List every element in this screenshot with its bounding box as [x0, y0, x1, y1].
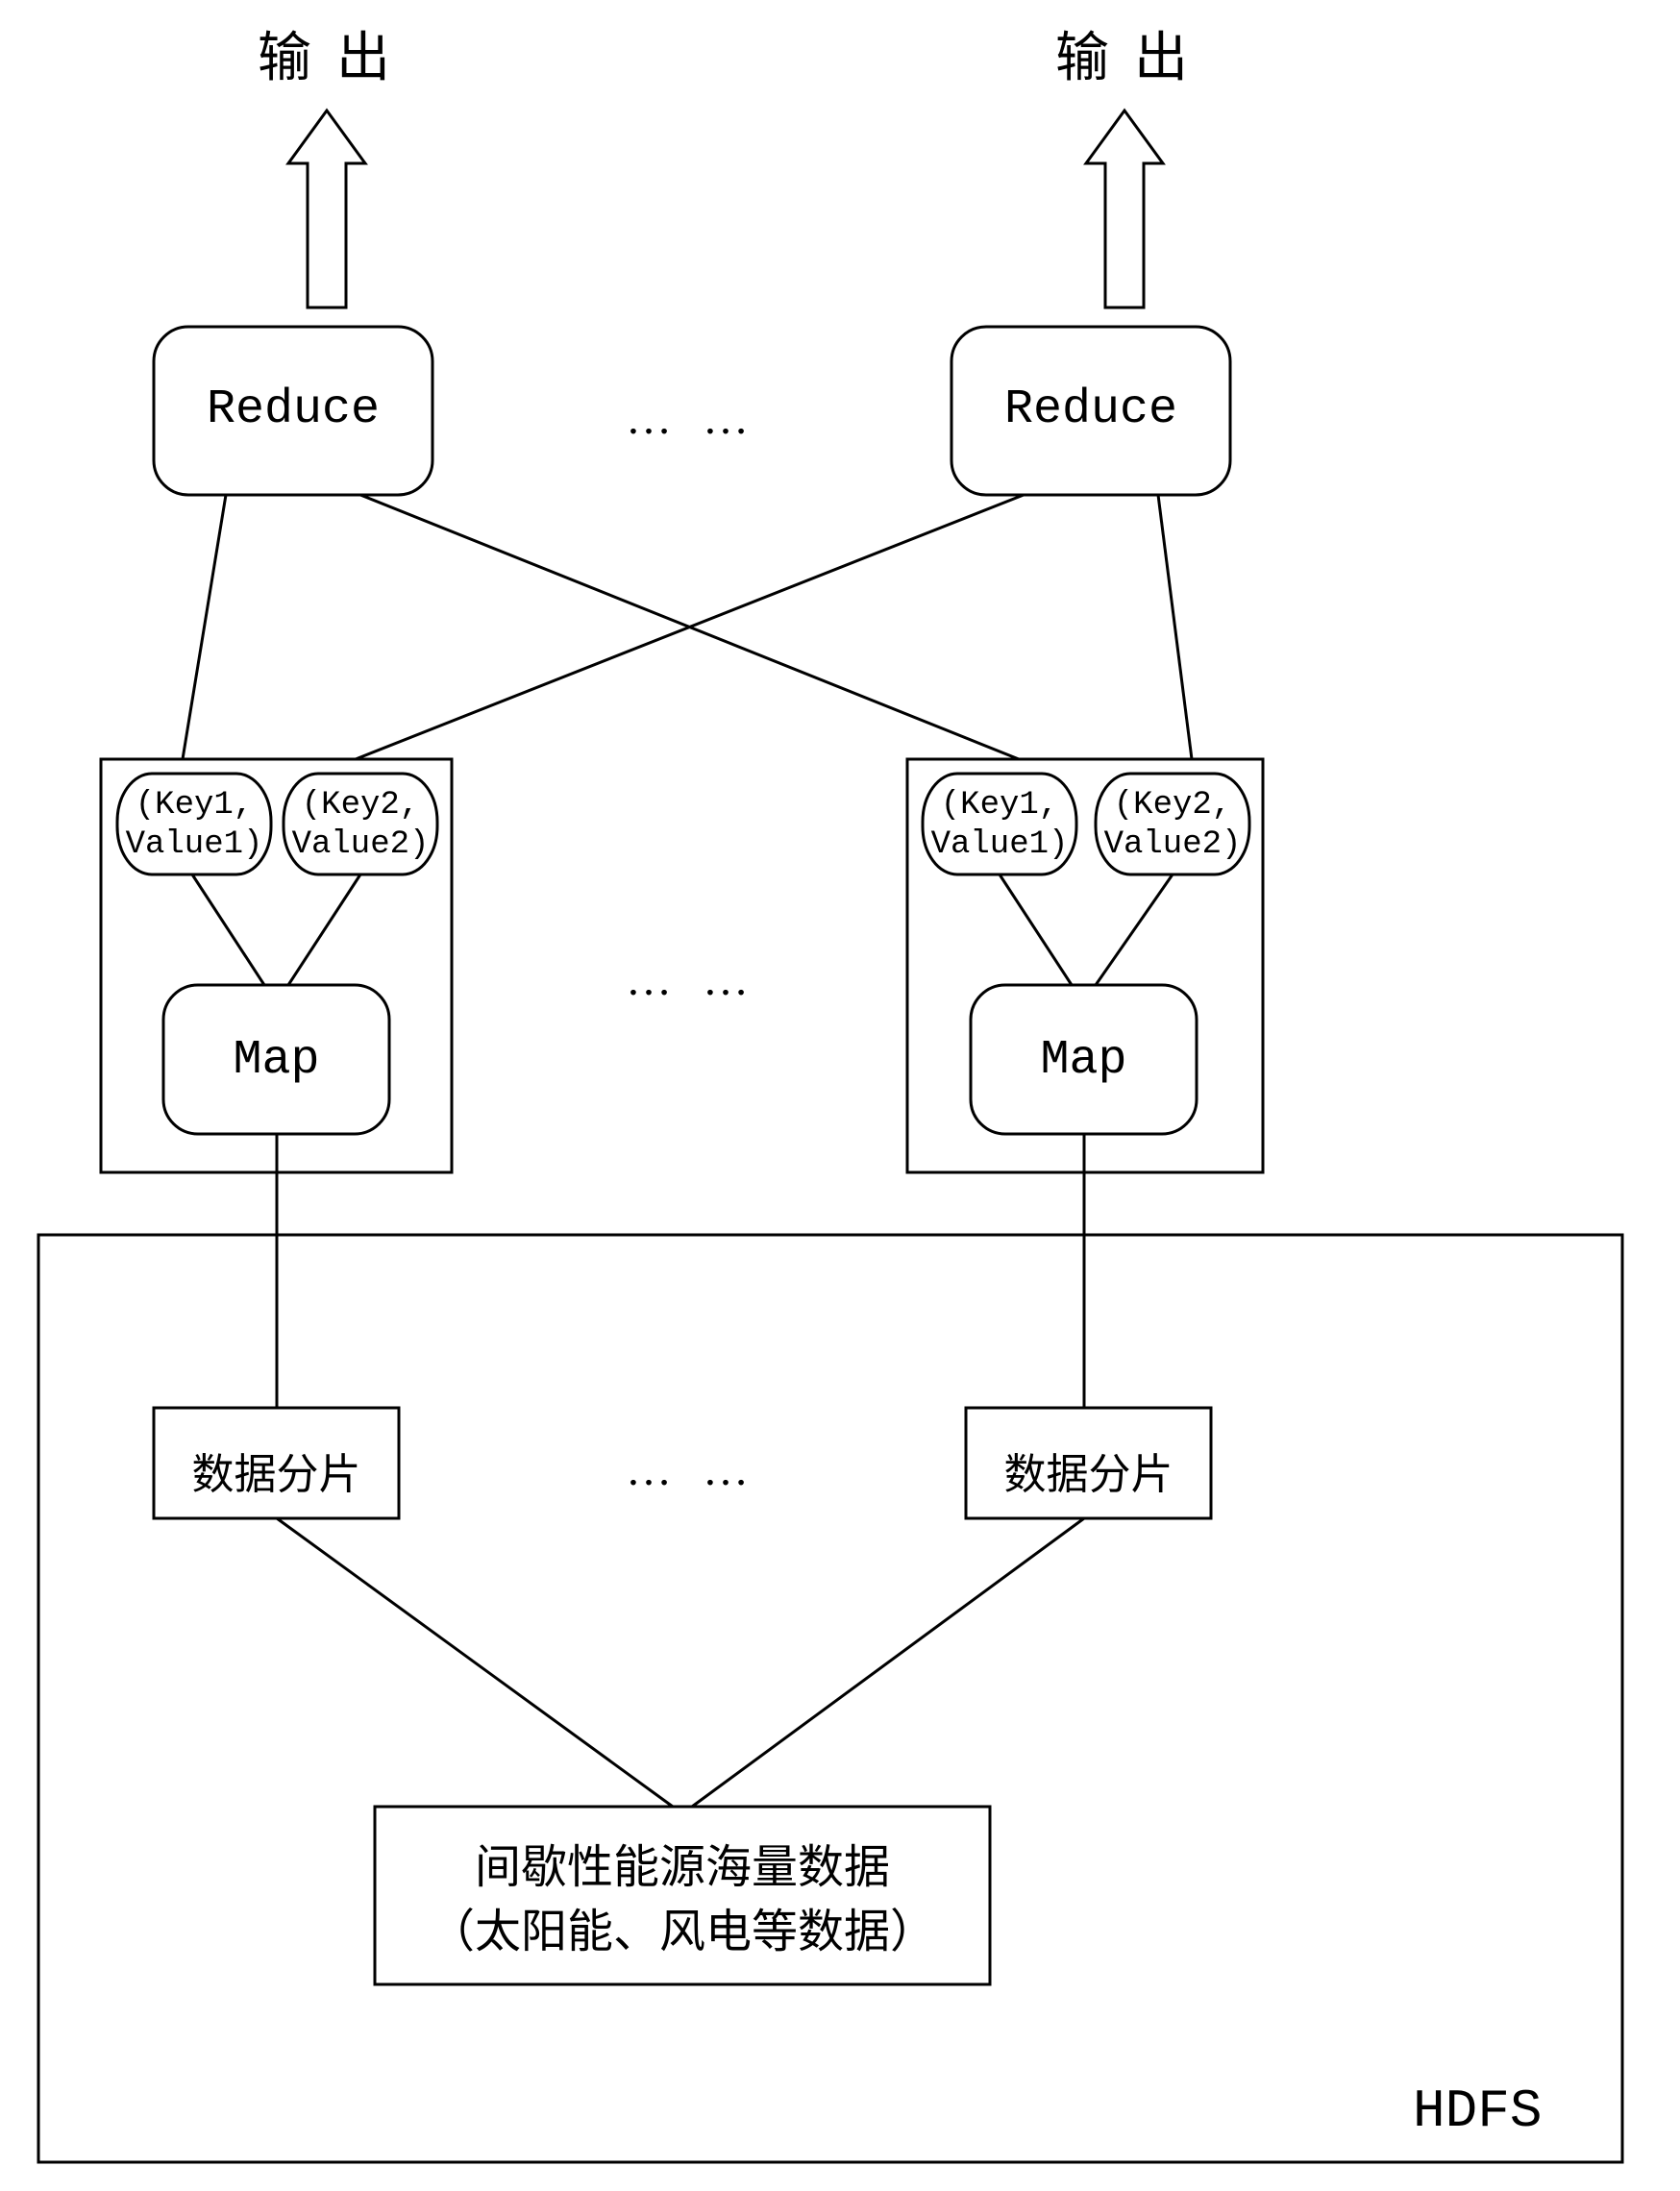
- key2-right-line1: (Key2, Value2): [1104, 787, 1242, 863]
- output-label-right: 输 出: [1000, 14, 1249, 92]
- edge-key1-l-to-map-l: [192, 874, 264, 985]
- reduce-label-left: Reduce: [154, 382, 432, 437]
- source-line2: （太阳能、风电等数据）: [375, 1900, 990, 1964]
- key2-label-right: (Key2, Value2): [1096, 786, 1249, 865]
- hdfs-label: HDFS: [1413, 2080, 1542, 2142]
- ellipsis-reduce: … …: [596, 392, 788, 445]
- output-label-left: 输 出: [202, 14, 452, 92]
- key2-label-left: (Key2, Value2): [284, 786, 437, 865]
- reduce-label-right: Reduce: [951, 382, 1230, 437]
- diagram-canvas: 输 出 输 出 Reduce Reduce … … (Key1, Value1)…: [0, 0, 1680, 2191]
- key2-left-line1: (Key2, Value2): [292, 787, 430, 863]
- map-label-right: Map: [971, 1033, 1197, 1088]
- edge-reduce-l-to-map-l: [183, 495, 226, 759]
- key1-left-line1: (Key1, Value1): [126, 787, 263, 863]
- edge-shard-r-to-source: [692, 1518, 1084, 1807]
- key1-right-line1: (Key1, Value1): [931, 787, 1069, 863]
- key1-label-right: (Key1, Value1): [923, 786, 1076, 865]
- ellipsis-map: … …: [596, 953, 788, 1006]
- edge-key2-l-to-map-l: [288, 874, 360, 985]
- source-line1: 间歇性能源海量数据: [375, 1835, 990, 1900]
- shard-label-left: 数据分片: [154, 1440, 399, 1501]
- source-label: 间歇性能源海量数据 （太阳能、风电等数据）: [375, 1835, 990, 1964]
- arrow-left: [288, 111, 365, 308]
- edge-key2-r-to-map-r: [1096, 874, 1173, 985]
- edge-shard-l-to-source: [277, 1518, 673, 1807]
- edge-key1-r-to-map-r: [1000, 874, 1072, 985]
- shard-label-right: 数据分片: [966, 1440, 1211, 1501]
- arrow-right: [1086, 111, 1163, 308]
- key1-label-left: (Key1, Value1): [117, 786, 271, 865]
- map-label-left: Map: [163, 1033, 389, 1088]
- ellipsis-shard: … …: [596, 1443, 788, 1496]
- edge-reduce-r-to-map-r: [1158, 495, 1192, 759]
